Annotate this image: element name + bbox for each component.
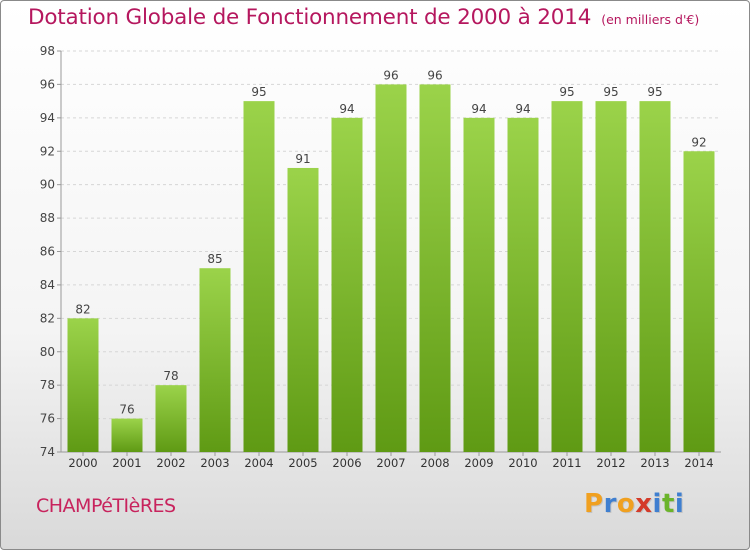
- y-tick-label: 88: [40, 211, 55, 225]
- bar: [419, 84, 451, 453]
- title-line: Dotation Globale de Fonctionnement de 20…: [28, 5, 699, 30]
- y-tick-label: 76: [40, 412, 55, 426]
- bar: [111, 418, 143, 452]
- bar: [463, 117, 495, 452]
- x-tick-label: 2012: [596, 456, 625, 470]
- data-labels: 82 76 78 85 95 91 94 96 96 94 94 95 95 95 92: [75, 68, 706, 416]
- bar: [287, 167, 319, 453]
- commune-name: CHAMPéTIèRES: [36, 495, 176, 517]
- y-tick-label: 90: [40, 178, 55, 192]
- data-label: 78: [163, 369, 178, 383]
- y-tick-label: 98: [40, 44, 55, 58]
- bar: [639, 101, 671, 452]
- x-tick-label: 2010: [508, 456, 537, 470]
- x-tick-label: 2002: [156, 456, 185, 470]
- x-tick-label: 2006: [332, 456, 361, 470]
- x-tick-label: 2008: [420, 456, 449, 470]
- brand-logo: Proxiti: [584, 489, 684, 519]
- x-tick-label: 2009: [464, 456, 493, 470]
- y-tick-label: 96: [40, 77, 55, 91]
- data-label: 76: [119, 403, 134, 417]
- data-label: 95: [603, 85, 618, 99]
- x-tick-label: 2014: [684, 456, 713, 470]
- bar: [243, 101, 275, 452]
- data-label: 91: [295, 152, 310, 166]
- x-tick-label: 2005: [288, 456, 317, 470]
- data-label: 85: [207, 252, 222, 266]
- bar: [683, 151, 715, 452]
- bar: [595, 101, 627, 452]
- bar: [155, 385, 187, 452]
- data-label: 94: [339, 102, 354, 116]
- bar: [331, 117, 363, 452]
- y-tick-label: 86: [40, 245, 55, 259]
- x-tick-label: 2000: [68, 456, 97, 470]
- chart-title: Dotation Globale de Fonctionnement de 20…: [28, 5, 592, 30]
- data-label: 95: [251, 85, 266, 99]
- bar: [67, 318, 99, 452]
- data-label: 96: [427, 68, 442, 82]
- bar: [551, 101, 583, 452]
- y-tick-label: 84: [40, 278, 55, 292]
- x-tick-label: 2013: [640, 456, 669, 470]
- brand-logo-letter: t: [661, 489, 675, 519]
- y-tick-label: 94: [40, 111, 55, 125]
- brand-logo-letter: o: [616, 489, 636, 519]
- data-label: 94: [515, 102, 530, 116]
- y-tick-label: 78: [40, 378, 55, 392]
- brand-logo-letter: r: [603, 489, 617, 519]
- chart-subtitle: (en milliers d'€): [601, 12, 700, 27]
- brand-logo-letter: i: [652, 489, 662, 519]
- y-tick-label: 80: [40, 345, 55, 359]
- y-tick-label: 74: [40, 445, 55, 459]
- data-label: 82: [75, 302, 90, 316]
- brand-logo-letter: x: [635, 489, 653, 519]
- bar: [375, 84, 407, 453]
- brand-logo-letter: P: [584, 489, 604, 519]
- bar: [507, 117, 539, 452]
- x-tick-labels: 2000 2001 2002 2003 2004 2005 2006 2007 2008 2009…: [68, 452, 714, 470]
- data-label: 95: [559, 85, 574, 99]
- data-label: 92: [691, 135, 706, 149]
- data-label: 95: [647, 85, 662, 99]
- data-label: 94: [471, 102, 486, 116]
- x-tick-label: 2011: [552, 456, 581, 470]
- x-tick-label: 2001: [112, 456, 141, 470]
- x-tick-label: 2004: [244, 456, 273, 470]
- x-tick-label: 2003: [200, 456, 229, 470]
- data-label: 96: [383, 68, 398, 82]
- bar: [199, 268, 231, 452]
- x-tick-label: 2007: [376, 456, 405, 470]
- y-tick-label: 82: [40, 311, 55, 325]
- y-tick-labels: 74 76 78 80 82 84 86 88 90 92 94 96 98: [40, 44, 55, 459]
- y-tick-label: 92: [40, 144, 55, 158]
- brand-logo-letter: i: [674, 489, 685, 519]
- bars: [67, 84, 715, 453]
